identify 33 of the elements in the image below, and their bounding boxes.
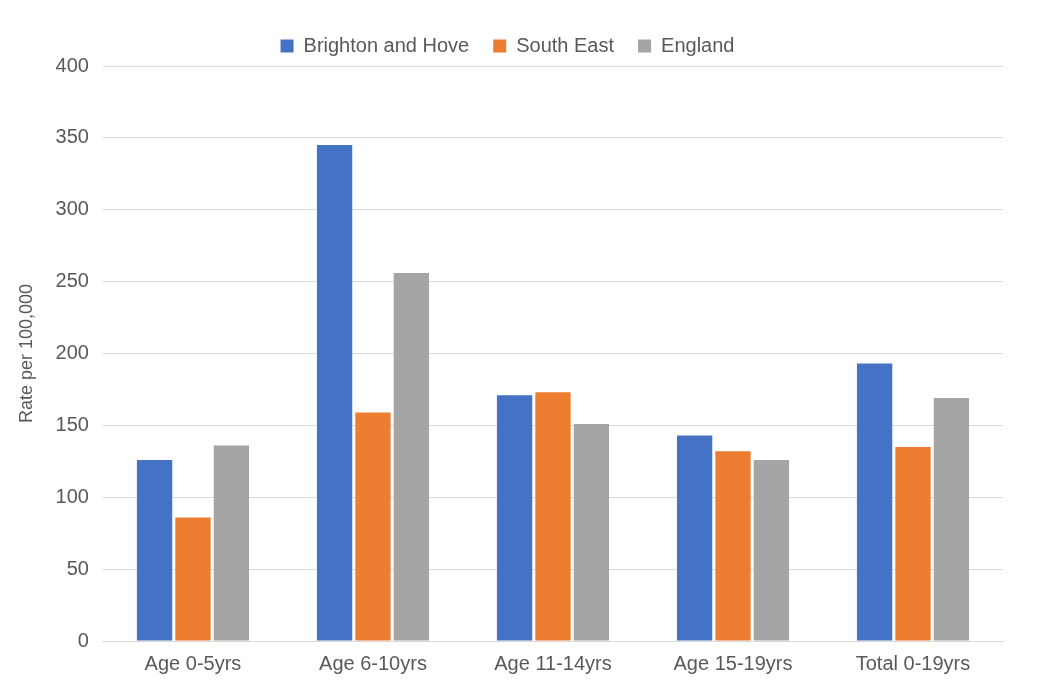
legend-label: England <box>661 33 735 56</box>
y-axis-title: Rate per 100,000 <box>15 283 36 424</box>
y-tick-label: 200 <box>55 341 89 364</box>
y-tick-label: 50 <box>66 556 89 579</box>
bar <box>535 392 571 641</box>
bar <box>676 435 713 641</box>
legend-label: Brighton and Hove <box>303 33 470 56</box>
legend-label: South East <box>516 33 615 56</box>
y-tick-label: 0 <box>77 628 89 651</box>
bar <box>895 446 931 641</box>
x-tick-label: Age 0-5yrs <box>144 651 242 674</box>
y-tick-label: 400 <box>55 53 89 76</box>
bar <box>573 423 610 641</box>
bar <box>496 395 533 641</box>
y-tick-label: 250 <box>55 269 89 292</box>
x-tick-label: Age 15-19yrs <box>673 651 793 674</box>
bar <box>175 517 211 641</box>
bar <box>213 445 250 641</box>
y-tick-label: 300 <box>55 197 89 220</box>
bar <box>753 459 790 641</box>
bar <box>355 412 391 641</box>
bar <box>856 363 893 641</box>
bar <box>316 145 353 641</box>
y-tick-label: 150 <box>55 412 89 435</box>
bar <box>933 398 970 641</box>
x-tick-label: Age 11-14yrs <box>494 651 612 674</box>
y-tick-label: 350 <box>55 125 89 148</box>
y-tick-label: 100 <box>55 484 89 507</box>
bar <box>136 459 173 641</box>
bar <box>393 273 430 641</box>
x-tick-label: Age 6-10yrs <box>319 651 427 674</box>
x-tick-label: Total 0-19yrs <box>855 651 971 674</box>
bar <box>715 451 751 641</box>
